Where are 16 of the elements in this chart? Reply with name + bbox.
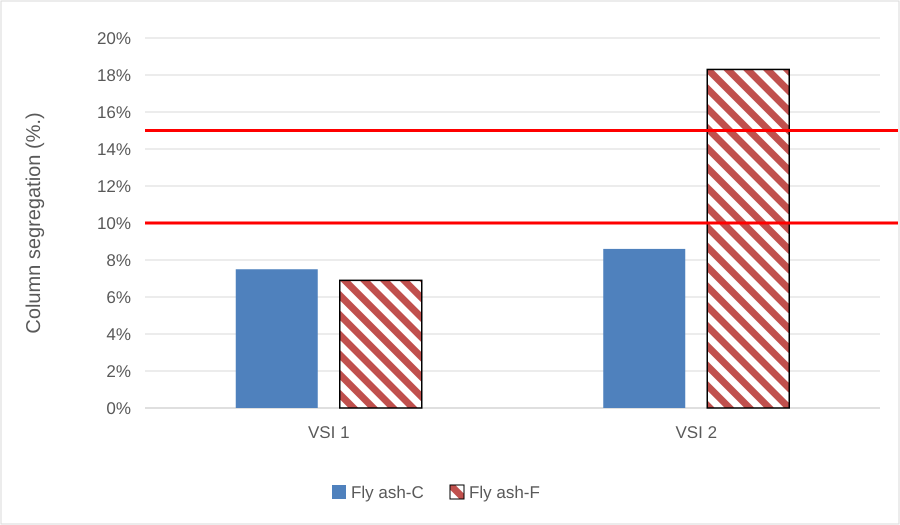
x-tick-label: VSI 1 <box>308 423 350 442</box>
y-tick-label: 0% <box>106 398 131 418</box>
y-tick-label: 2% <box>106 362 131 381</box>
x-tick-label: VSI 2 <box>675 423 718 442</box>
y-tick-label: 20% <box>96 28 131 48</box>
y-tick-label: 18% <box>96 66 131 85</box>
y-tick-label: 8% <box>106 250 131 270</box>
y-tick-label: 10% <box>96 214 131 233</box>
y-tick-label: 12% <box>96 176 131 196</box>
y-tick-label: 14% <box>96 140 131 159</box>
y-tick-label: 4% <box>106 324 131 344</box>
legend-label: Fly ash-C <box>351 482 424 502</box>
y-tick-label: 6% <box>106 288 131 307</box>
y-axis-title: Column segregation (%.) <box>23 112 45 334</box>
legend-label: Fly ash-F <box>469 482 540 502</box>
y-tick-label: 16% <box>96 102 131 122</box>
